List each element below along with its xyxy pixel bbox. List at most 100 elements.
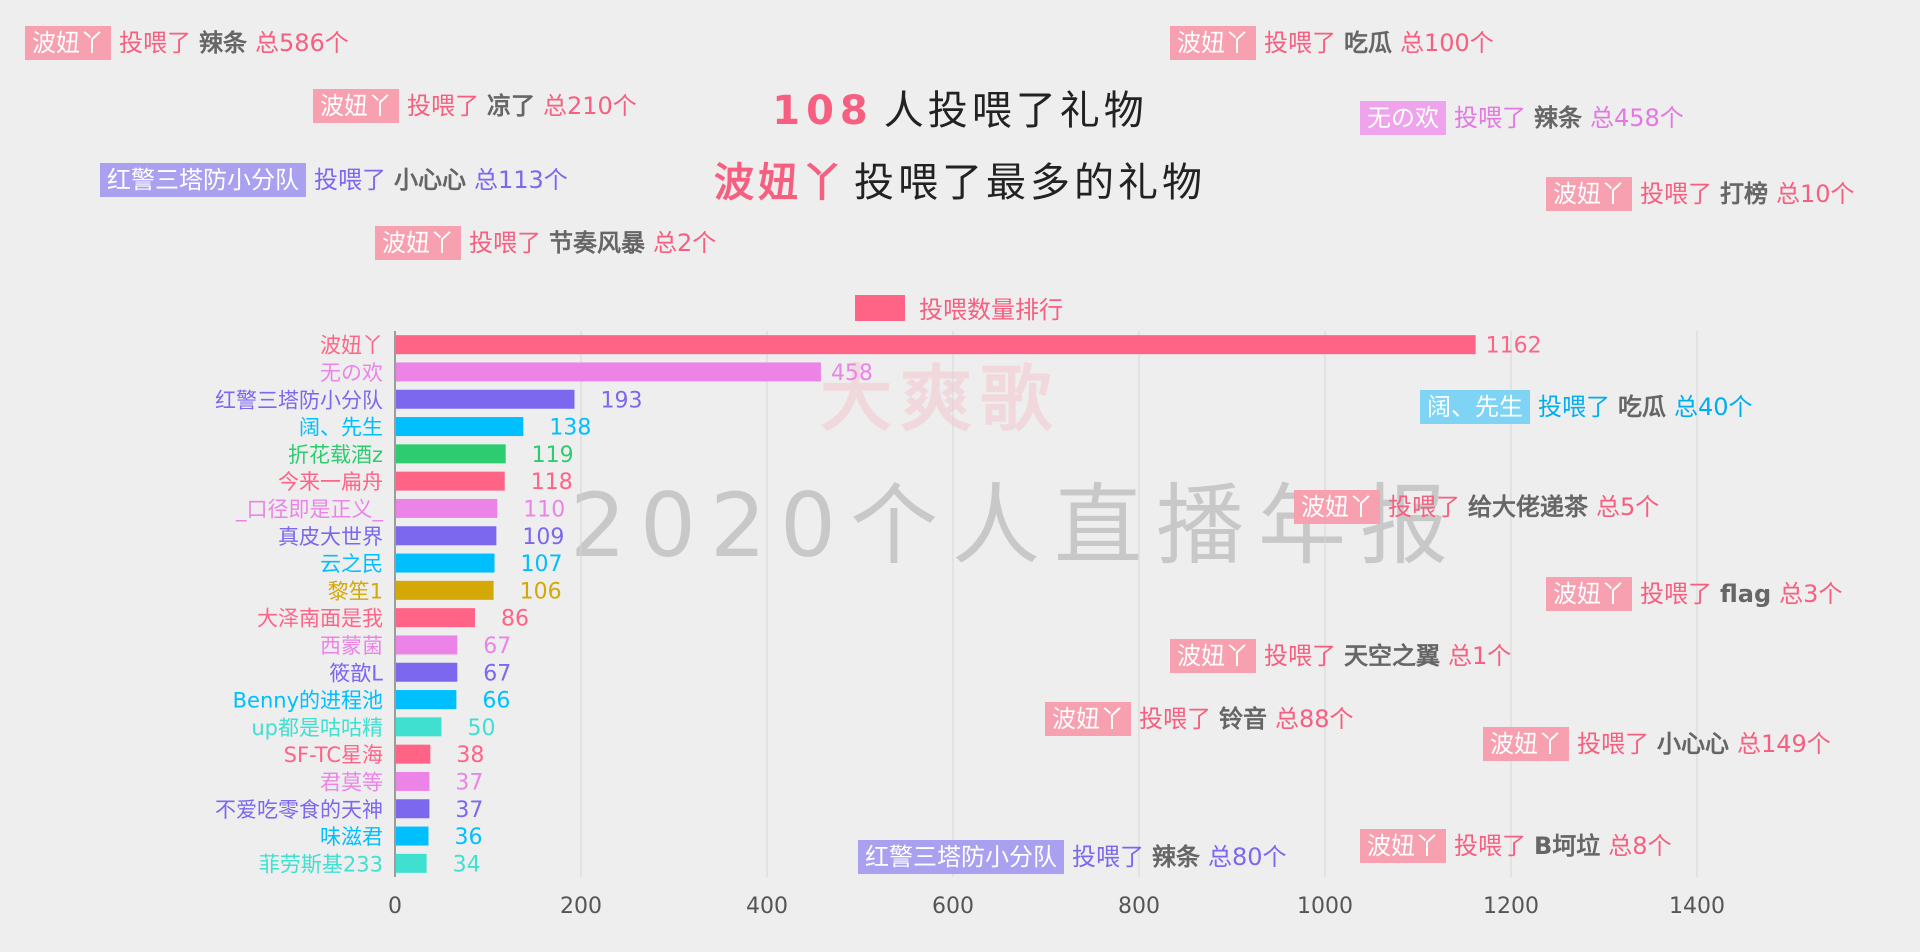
top-gifter-text: 投喂了最多的礼物 (854, 160, 1206, 206)
category-label: 今来一扁舟 (278, 470, 383, 494)
gift-bubble-gift: 辣条 (199, 29, 247, 57)
gift-bubble-user: 波妞丫 (1294, 490, 1380, 524)
gift-bubble: 红警三塔防小分队 投喂了 小心心 总113个 (100, 163, 568, 197)
gift-bubble-gift: 节奏风暴 (549, 229, 645, 257)
gift-bubble: 波妞丫 投喂了 天空之翼 总1个 (1170, 639, 1511, 673)
gift-bubble-total: 总113个 (474, 166, 568, 194)
x-tick-label: 800 (1118, 894, 1160, 919)
gift-bubble-user: 波妞丫 (1045, 702, 1131, 736)
gift-bubble-verb: 投喂了 (1388, 493, 1460, 521)
gift-bubble: 红警三塔防小分队 投喂了 辣条 总80个 (858, 840, 1287, 874)
chart-legend[interactable]: 投喂数量排行 (855, 290, 1063, 325)
category-label: up都是咕咕精 (251, 716, 383, 740)
bar (396, 608, 475, 628)
gift-bubble-gift: 打榜 (1720, 180, 1768, 208)
value-label: 67 (483, 634, 511, 659)
gift-bubble-user: 红警三塔防小分队 (858, 840, 1064, 874)
bar (396, 771, 430, 791)
category-label: 黎笙1 (328, 579, 383, 603)
gift-bubble-user: 波妞丫 (1546, 177, 1632, 211)
bar (396, 389, 575, 409)
gift-bubble-verb: 投喂了 (1139, 705, 1211, 733)
gift-bubble-gift: 吃瓜 (1618, 393, 1666, 421)
value-label: 36 (454, 825, 482, 850)
x-tick-label: 600 (932, 894, 974, 919)
gift-bubble-gift: 凉了 (487, 92, 535, 120)
category-label: 云之民 (320, 552, 383, 576)
bar (396, 580, 494, 600)
gift-bubble-gift: 辣条 (1534, 104, 1582, 132)
gift-bubble: 波妞丫 投喂了 吃瓜 总100个 (1170, 26, 1494, 60)
value-label: 67 (483, 661, 511, 686)
brand-watermark: 大爽歌 (820, 357, 1061, 441)
gift-bubble: 波妞丫 投喂了 节奏风暴 总2个 (375, 226, 716, 260)
category-label: SF-TC星海 (284, 743, 383, 767)
bar (396, 471, 505, 491)
bar (396, 853, 427, 873)
x-tick-label: 0 (388, 894, 402, 919)
gift-bubble-user: 波妞丫 (1170, 26, 1256, 60)
value-label: 110 (523, 497, 565, 522)
x-tick-label: 200 (560, 894, 602, 919)
legend-label: 投喂数量排行 (919, 296, 1063, 324)
value-label: 107 (521, 552, 563, 577)
gift-bubble: 无の欢 投喂了 辣条 总458个 (1360, 101, 1684, 135)
category-label: 无の欢 (320, 361, 383, 385)
gift-bubble-verb: 投喂了 (1454, 832, 1526, 860)
value-label: 109 (522, 525, 564, 550)
gift-bubble-verb: 投喂了 (119, 29, 191, 57)
gift-bubble-total: 总3个 (1779, 580, 1843, 608)
gift-bubble-gift: B坷垃 (1534, 832, 1601, 860)
bar (396, 799, 430, 819)
bar (396, 526, 497, 546)
gift-bubble-gift: 小心心 (1657, 730, 1729, 758)
gift-bubble-user: 波妞丫 (25, 26, 111, 60)
gift-bubble-total: 总586个 (255, 29, 349, 57)
category-label: 阔、先生 (299, 416, 383, 440)
category-label: 真皮大世界 (278, 525, 383, 549)
gift-bubble-total: 总458个 (1590, 104, 1684, 132)
category-label: 折花载酒z (288, 443, 383, 467)
gifter-count-headline: 108 人投喂了礼物 (0, 78, 1920, 136)
gift-bubble-total: 总40个 (1674, 393, 1753, 421)
value-label: 458 (831, 361, 873, 386)
bar (396, 744, 431, 764)
gift-bubble: 波妞丫 投喂了 凉了 总210个 (313, 89, 637, 123)
gift-bubble-total: 总80个 (1208, 843, 1287, 871)
gift-bubble-user: 红警三塔防小分队 (100, 163, 306, 197)
gift-bubble-verb: 投喂了 (1264, 642, 1336, 670)
bar (396, 444, 506, 464)
gift-bubble-user: 波妞丫 (1170, 639, 1256, 673)
gift-bubble: 波妞丫 投喂了 flag 总3个 (1546, 577, 1842, 611)
bar (396, 553, 495, 573)
gift-bubble-total: 总88个 (1275, 705, 1354, 733)
gift-bubble-gift: 小心心 (394, 166, 466, 194)
gift-bubble-total: 总149个 (1737, 730, 1831, 758)
category-label: 不爱吃零食的天神 (215, 798, 383, 822)
gift-bubble-user: 波妞丫 (313, 89, 399, 123)
gift-bubble-verb: 投喂了 (1072, 843, 1144, 871)
gift-bubble-user: 阔、先生 (1420, 390, 1530, 424)
x-tick-label: 1400 (1669, 894, 1725, 919)
category-label: 波妞丫 (320, 334, 383, 358)
bar (396, 417, 524, 437)
value-label: 34 (453, 852, 481, 877)
value-label: 1162 (1486, 334, 1542, 359)
value-label: 38 (456, 743, 484, 768)
value-label: 119 (532, 443, 574, 468)
legend-swatch (855, 294, 905, 321)
category-label: 菲劳斯基233 (259, 852, 383, 876)
x-tick-label: 400 (746, 894, 788, 919)
bar (396, 826, 429, 846)
gift-bubble-verb: 投喂了 (1454, 104, 1526, 132)
gift-bubble-verb: 投喂了 (1577, 730, 1649, 758)
gift-bubble: 波妞丫 投喂了 打榜 总10个 (1546, 177, 1855, 211)
bar (396, 717, 442, 737)
gift-bubble: 波妞丫 投喂了 小心心 总149个 (1483, 727, 1831, 761)
gift-bubble: 波妞丫 投喂了 B坷垃 总8个 (1360, 829, 1672, 863)
gift-bubble-verb: 投喂了 (314, 166, 386, 194)
gift-bubble-verb: 投喂了 (1640, 180, 1712, 208)
bar (396, 635, 458, 655)
gifter-count-text: 人投喂了礼物 (883, 88, 1148, 134)
